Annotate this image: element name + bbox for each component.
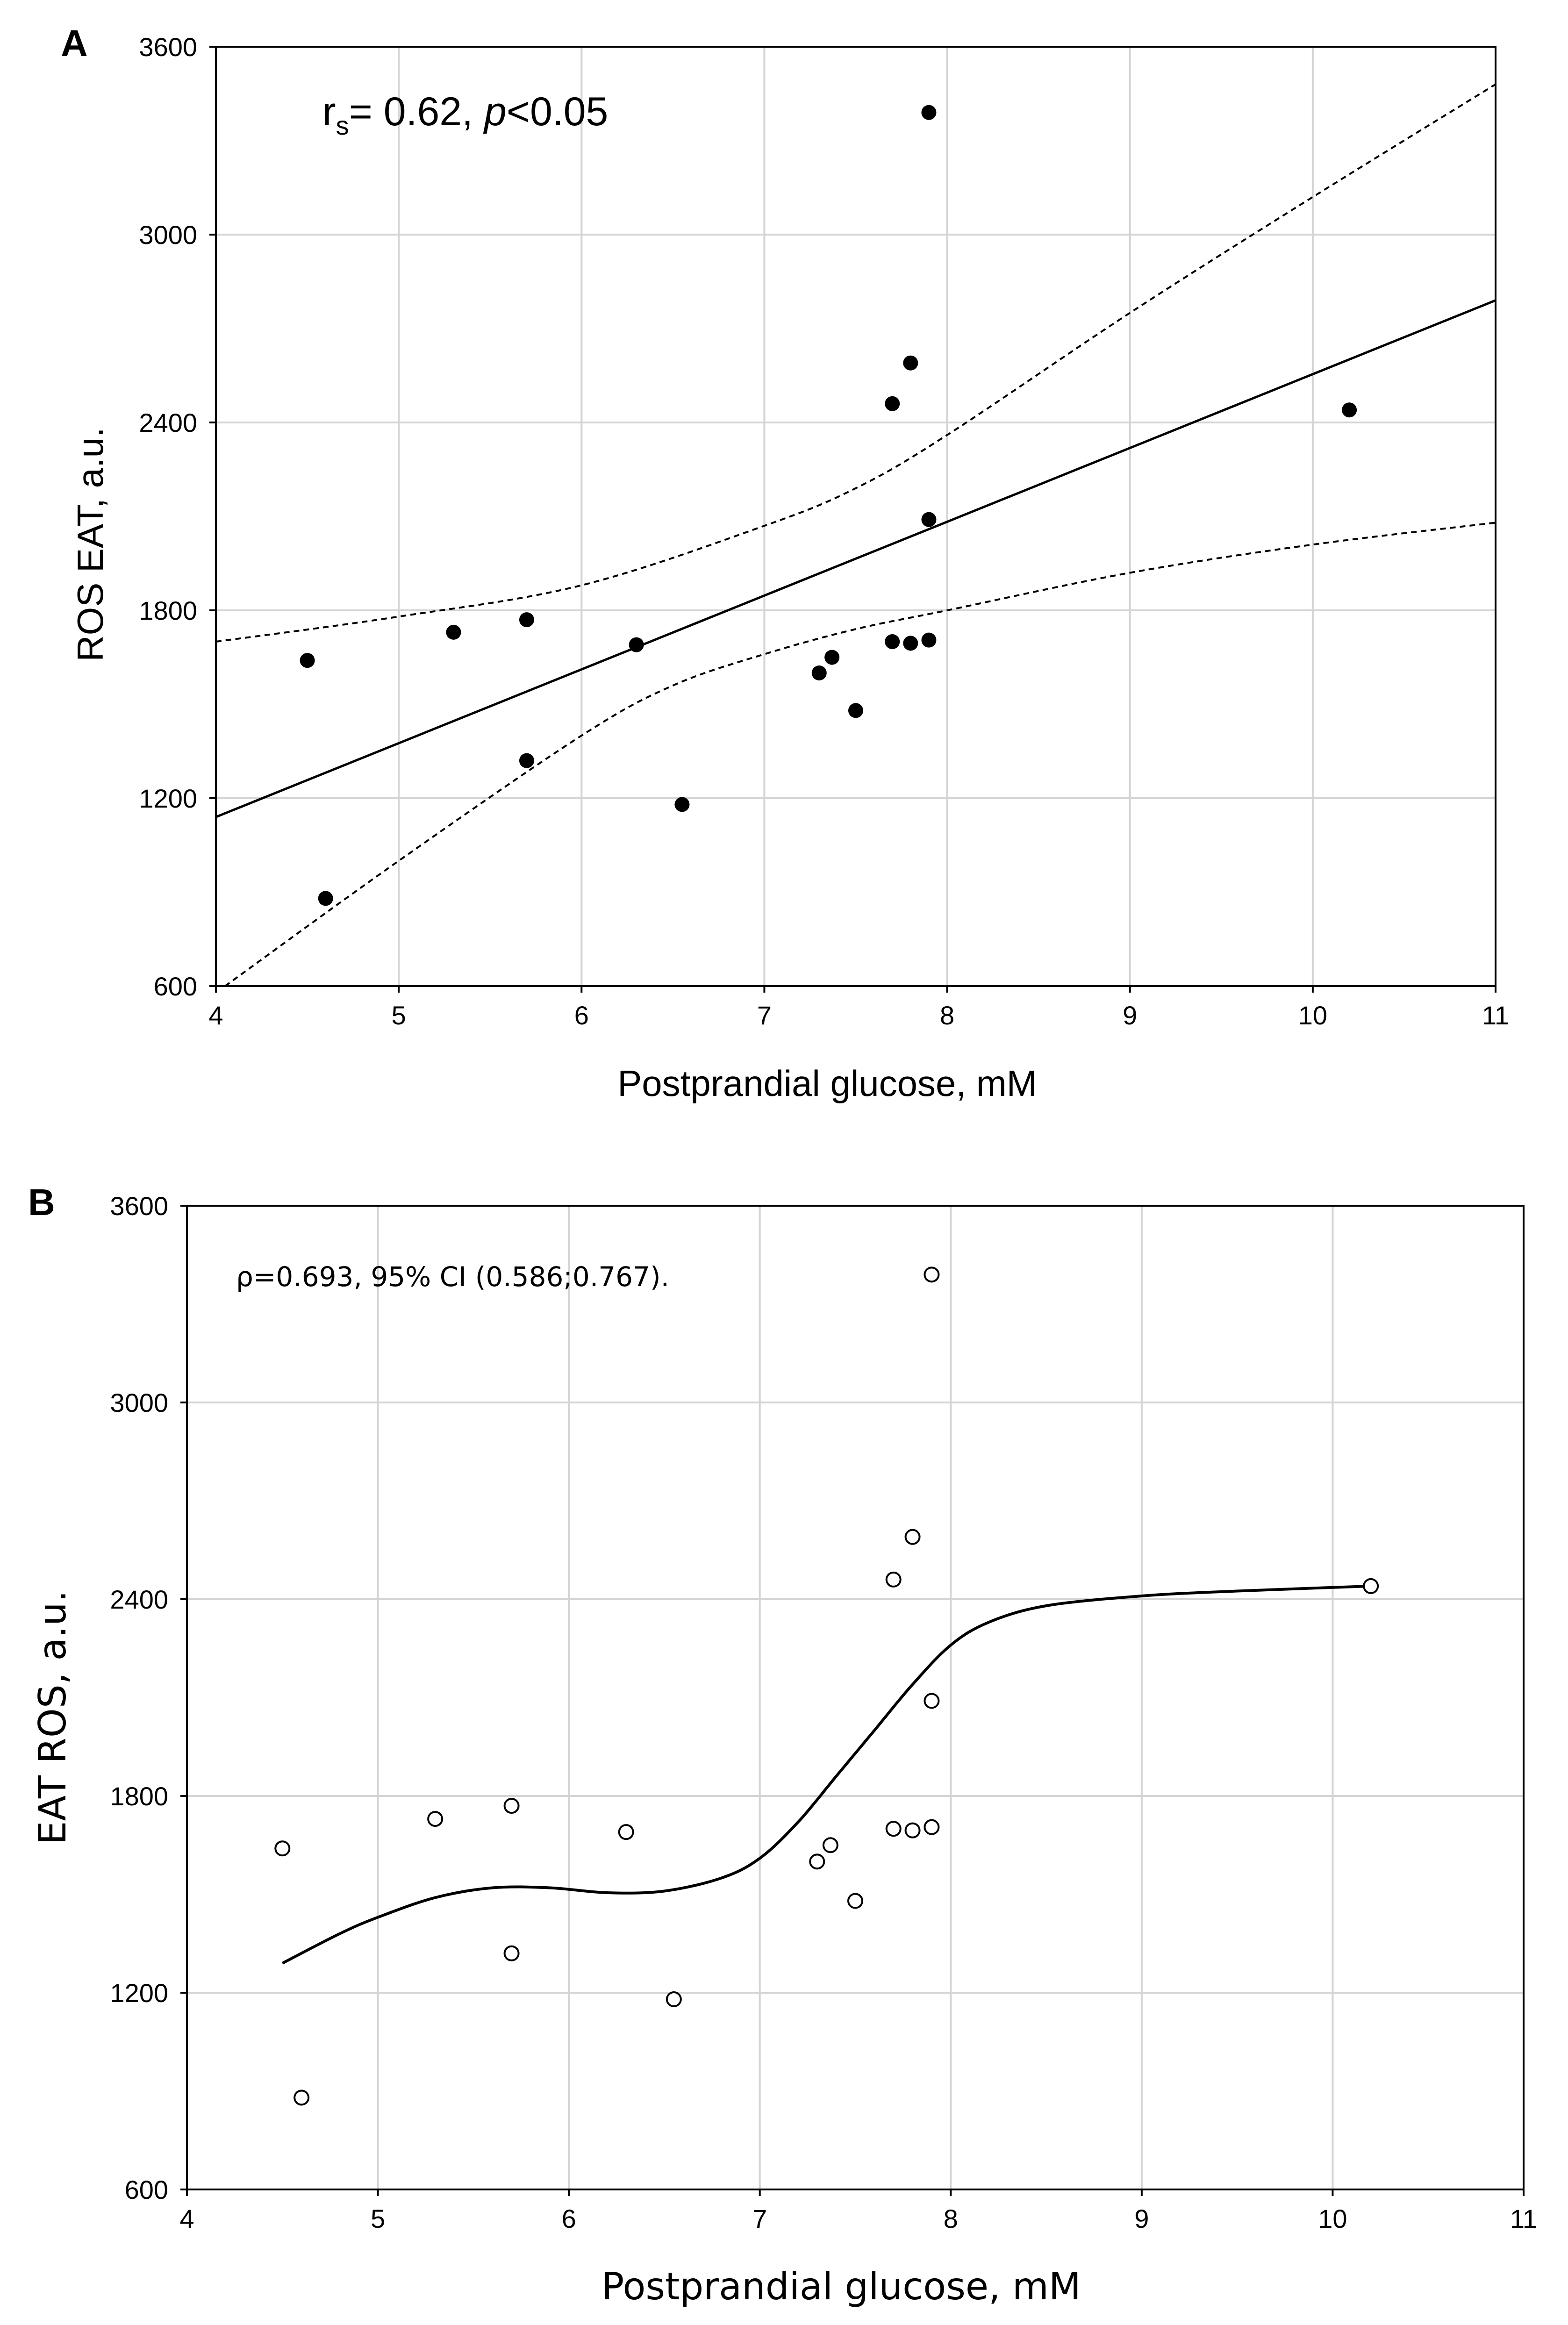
panel-b-data-point (503, 1798, 520, 1814)
panel-b-data-point (904, 1822, 921, 1839)
panel-b-data-point (924, 1266, 940, 1283)
panel-b-data-point (666, 1991, 682, 2008)
panel-b-x-tick-label: 9 (1134, 2204, 1149, 2233)
panel-b-data-point (427, 1811, 444, 1827)
panel-b-x-tick-label: 8 (944, 2204, 958, 2233)
panel-a-x-tick-label: 11 (1482, 1001, 1509, 1030)
panel-a-data-point (885, 396, 900, 411)
panel-a-y-tick-label: 1200 (139, 784, 197, 813)
panel-a-data-point (629, 637, 644, 652)
annotation-p: p (483, 89, 507, 134)
panel-a-data-point (300, 653, 315, 668)
panel-b-data-point (904, 1529, 921, 1545)
panel-b-data-point (1363, 1578, 1379, 1594)
panel-a-x-axis-label: Postprandial glucose, mM (617, 1063, 1037, 1104)
panel-a-data-point (903, 355, 918, 371)
panel-a-data-point (885, 634, 900, 649)
panel-a-data-point (921, 105, 937, 120)
panel-b-data-point (885, 1571, 902, 1588)
panel-a-x-tick-label: 9 (1123, 1001, 1137, 1030)
panel-b-tick-labels: 4 5 6 7 8 9 10 11 600 1200 1800 2400 3000 3600 (110, 1191, 1537, 2233)
panel-a-y-tick-label: 2400 (139, 408, 197, 437)
panel-a-data-point (824, 650, 840, 665)
panel-b-y-axis-label: EAT ROS, a.u. (31, 1590, 74, 1845)
panel-a-regression-line (215, 299, 1496, 818)
panel-b-x-axis-label: Postprandial glucose, mM (601, 2265, 1081, 2308)
panel-a-annotation: rs= 0.62, p<0.05 (322, 89, 608, 140)
panel-b-data-point (294, 2089, 310, 2106)
panel-b-x-tick-label: 4 (179, 2204, 194, 2233)
panel-b-x-tick-label: 10 (1318, 2204, 1347, 2233)
panel-b-y-tick-label: 600 (125, 2175, 168, 2204)
panel-a-x-tick-label: 8 (940, 1001, 954, 1030)
panel-a-y-axis-label: ROS EAT, a.u. (70, 427, 111, 661)
panel-b-plot-frame (186, 1205, 1525, 2190)
panel-a-data-point (318, 891, 333, 906)
panel-b-data-point (924, 1819, 940, 1835)
panel-b-x-tick-label: 11 (1510, 2204, 1537, 2233)
panel-a-data-point (848, 703, 863, 718)
panel-a-data-point (921, 512, 937, 527)
panel-b-data-point (885, 1821, 902, 1837)
panel-a-y-tick-label: 1800 (139, 596, 197, 625)
annotation-r: r (322, 89, 336, 134)
panel-b-y-tick-label: 2400 (110, 1585, 168, 1614)
panel-a-data-point (903, 636, 918, 651)
panel-a-data-point (519, 753, 534, 768)
panel-a-y-tick-label: 600 (154, 972, 197, 1001)
annotation-equals: = 0.62, (349, 89, 484, 134)
panel-b-grid (180, 1205, 1525, 2196)
panel-a-x-tick-label: 5 (392, 1001, 406, 1030)
panel-b-x-tick-label: 5 (371, 2204, 385, 2233)
panel-b-points (274, 1266, 1379, 2106)
panel-a-grid (209, 46, 1496, 993)
panel-b-data-point (503, 1945, 520, 1961)
panel-b: B 4 5 6 7 8 9 10 11 600 1200 1800 2400 3000 3600 ρ=0.… (28, 1181, 1537, 2308)
panel-b-data-point (924, 1693, 940, 1709)
annotation-subscript: s (336, 111, 349, 140)
panel-a: A 4 5 6 7 8 9 10 11 600 1200 1800 2400 3000 3600 rs= … (61, 22, 1509, 1104)
panel-b-y-tick-label: 1200 (110, 1978, 168, 2008)
panel-a-x-tick-label: 7 (757, 1001, 772, 1030)
panel-a-data-point (674, 797, 690, 812)
panel-a-data-point (921, 632, 937, 648)
panel-a-ci-lower-line (224, 522, 1496, 987)
panel-a-points (300, 105, 1357, 906)
panel-a-ci-upper-line (215, 83, 1496, 643)
panel-b-data-point (274, 1840, 291, 1857)
panel-a-data-point (1342, 402, 1357, 418)
panel-a-y-tick-label: 3600 (139, 32, 197, 62)
panel-b-y-tick-label: 1800 (110, 1781, 168, 1811)
panel-a-data-point (811, 665, 827, 680)
panel-a-tick-labels: 4 5 6 7 8 9 10 11 600 1200 1800 2400 3000 3600 (139, 32, 1509, 1030)
panel-b-data-point (847, 1893, 863, 1909)
panel-a-x-tick-label: 10 (1298, 1001, 1327, 1030)
panel-b-annotation: ρ=0.693, 95% CI (0.586;0.767). (236, 1261, 669, 1293)
panel-a-x-tick-label: 6 (574, 1001, 589, 1030)
panel-a-y-tick-label: 3000 (139, 220, 197, 250)
panel-a-plot-frame (215, 46, 1496, 987)
panel-b-y-tick-label: 3000 (110, 1388, 168, 1417)
panel-b-data-point (809, 1853, 825, 1870)
panel-b-data-point (618, 1824, 634, 1840)
panel-b-data-point (822, 1837, 838, 1853)
panel-b-x-tick-label: 6 (562, 2204, 576, 2233)
annotation-threshold: <0.05 (507, 89, 609, 134)
panel-a-data-point (519, 612, 534, 628)
panel-a-label: A (61, 22, 88, 64)
panel-b-label: B (28, 1181, 55, 1223)
panel-a-data-point (446, 624, 461, 640)
panel-b-x-tick-label: 7 (752, 2204, 767, 2233)
panel-a-x-tick-label: 4 (208, 1001, 223, 1030)
panel-b-smooth-curve (281, 1584, 1371, 1965)
panel-b-y-tick-label: 3600 (110, 1191, 168, 1221)
